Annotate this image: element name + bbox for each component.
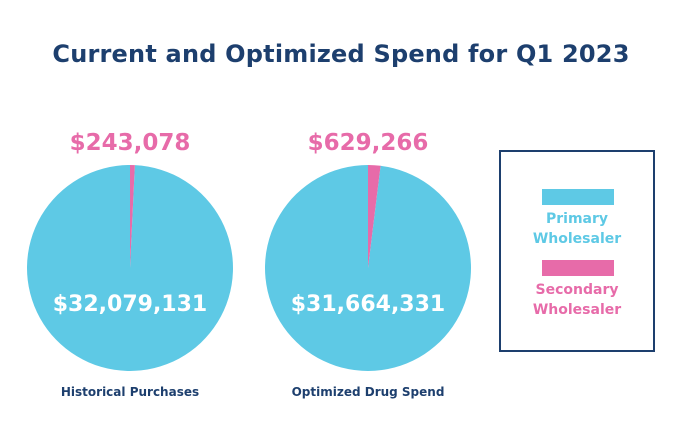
pie-slice-primary: [264, 165, 471, 371]
secondary-value-label: $243,078: [70, 130, 191, 156]
legend-swatch-secondary: [542, 260, 614, 276]
pie-chart-optimized: $629,266 $31,664,331 Optimized Drug Spen…: [264, 130, 471, 399]
pie-slice-secondary: [368, 165, 381, 268]
legend-swatch-primary: [542, 189, 614, 205]
secondary-value-label: $629,266: [308, 130, 429, 156]
primary-value-label: $32,079,131: [53, 292, 207, 317]
page-title: Current and Optimized Spend for Q1 2023: [52, 40, 630, 68]
legend-label-primary: Primary Wholesaler: [532, 211, 622, 247]
chart-label: Historical Purchases: [61, 385, 199, 399]
pie-chart-historical: $243,078 $32,079,131 Historical Purchase…: [26, 130, 233, 399]
pie-slice-secondary: [130, 165, 135, 268]
chart-label: Optimized Drug Spend: [292, 385, 445, 399]
primary-value-label: $31,664,331: [291, 292, 445, 317]
legend: Primary Wholesaler Secondary Wholesaler: [499, 150, 655, 352]
legend-label-secondary: Secondary Wholesaler: [532, 282, 622, 318]
pie-slice-primary: [26, 165, 233, 371]
